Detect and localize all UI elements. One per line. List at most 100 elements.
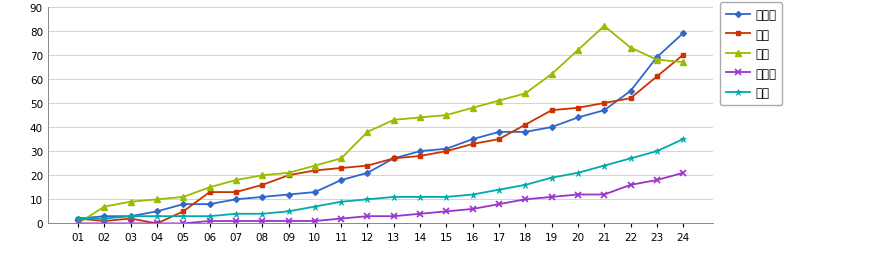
삼첨 [283, 172, 294, 175]
북강릉 [178, 203, 189, 206]
동해 [625, 97, 635, 100]
대관령 [494, 203, 504, 206]
속초 [362, 198, 372, 201]
북강릉 [441, 148, 451, 151]
대관령 [625, 184, 635, 187]
북강릉 [599, 109, 609, 112]
Line: 북강릉: 북강릉 [76, 32, 685, 221]
속초 [572, 172, 582, 175]
동해 [599, 102, 609, 105]
속초 [283, 210, 294, 213]
Line: 대관령: 대관령 [76, 170, 685, 226]
북강릉 [677, 33, 687, 36]
삼첨 [677, 61, 687, 64]
동해 [283, 174, 294, 177]
속초 [178, 215, 189, 218]
삼첨 [178, 196, 189, 199]
삼첨 [151, 198, 162, 201]
동해 [651, 76, 661, 79]
삼첨 [335, 157, 346, 160]
동해 [73, 217, 83, 220]
북강릉 [151, 210, 162, 213]
북강릉 [467, 138, 477, 141]
대관령 [151, 222, 162, 225]
북강릉 [204, 203, 215, 206]
삼첨 [572, 49, 582, 52]
북강릉 [625, 90, 635, 93]
북강릉 [256, 196, 267, 199]
속초 [677, 138, 687, 141]
대관령 [73, 222, 83, 225]
대관령 [99, 222, 109, 225]
삼첨 [73, 222, 83, 225]
대관령 [256, 220, 267, 223]
삼첨 [99, 205, 109, 208]
삼첨 [494, 100, 504, 103]
삼첨 [362, 131, 372, 134]
삼첨 [256, 174, 267, 177]
대관령 [441, 210, 451, 213]
Line: 삼첨: 삼첨 [76, 24, 685, 226]
대관령 [677, 172, 687, 175]
속초 [467, 193, 477, 196]
삼첨 [546, 73, 556, 76]
Line: 속초: 속초 [75, 136, 686, 222]
대관령 [546, 196, 556, 199]
대관령 [335, 217, 346, 220]
속초 [125, 215, 136, 218]
대관령 [467, 208, 477, 211]
동해 [415, 155, 425, 158]
대관령 [204, 220, 215, 223]
속초 [494, 188, 504, 192]
삼첨 [625, 47, 635, 50]
대관령 [283, 220, 294, 223]
속초 [99, 217, 109, 220]
삼첨 [415, 116, 425, 119]
삼첨 [125, 200, 136, 203]
대관령 [230, 220, 241, 223]
삼첨 [388, 119, 399, 122]
동해 [178, 210, 189, 213]
대관령 [125, 222, 136, 225]
동해 [467, 143, 477, 146]
속초 [625, 157, 635, 160]
동해 [309, 169, 320, 172]
북강릉 [335, 179, 346, 182]
동해 [494, 138, 504, 141]
삼첨 [204, 186, 215, 189]
속초 [335, 200, 346, 203]
속초 [520, 184, 530, 187]
북강릉 [362, 172, 372, 175]
대관령 [599, 193, 609, 196]
속초 [256, 212, 267, 215]
삼첨 [651, 59, 661, 62]
Legend: 북강릉, 동해, 삼첨, 대관령, 속초: 북강릉, 동해, 삼첨, 대관령, 속초 [720, 3, 781, 106]
동해 [335, 167, 346, 170]
북강릉 [99, 215, 109, 218]
북강릉 [546, 126, 556, 129]
대관령 [520, 198, 530, 201]
대관령 [651, 179, 661, 182]
북강릉 [651, 56, 661, 59]
북강릉 [520, 131, 530, 134]
삼첨 [309, 164, 320, 167]
속초 [651, 150, 661, 153]
동해 [362, 164, 372, 167]
북강릉 [494, 131, 504, 134]
동해 [441, 150, 451, 153]
대관령 [178, 222, 189, 225]
대관령 [415, 212, 425, 215]
북강릉 [415, 150, 425, 153]
동해 [99, 220, 109, 223]
동해 [151, 222, 162, 225]
동해 [204, 191, 215, 194]
속초 [388, 196, 399, 199]
삼첨 [520, 92, 530, 96]
속초 [151, 215, 162, 218]
속초 [230, 212, 241, 215]
속초 [546, 177, 556, 180]
북강릉 [572, 116, 582, 119]
삼첨 [441, 114, 451, 117]
동해 [677, 54, 687, 57]
동해 [256, 184, 267, 187]
